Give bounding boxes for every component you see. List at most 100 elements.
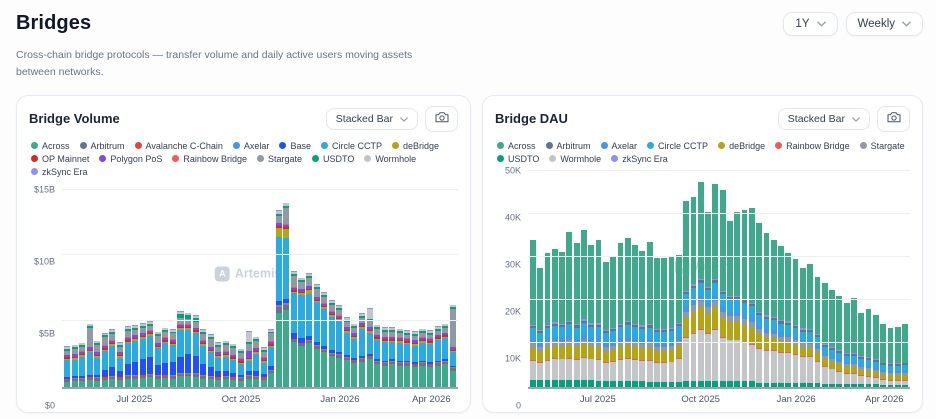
legend-item[interactable]: deBridge (718, 141, 765, 151)
chart-bar[interactable] (566, 169, 573, 387)
chart-bar[interactable] (872, 169, 879, 387)
chart-bar[interactable] (807, 169, 814, 387)
chart-bar[interactable] (237, 182, 244, 387)
legend-item[interactable]: Arbitrum (79, 141, 125, 151)
chart-bar[interactable] (851, 169, 857, 387)
chart-type-dropdown[interactable]: Stacked Bar (777, 107, 870, 130)
chart-bar[interactable] (169, 182, 176, 387)
chart-bar[interactable] (770, 169, 777, 387)
chart-bar[interactable] (101, 182, 108, 387)
chart-bar[interactable] (734, 169, 741, 387)
chart-bar[interactable] (814, 169, 821, 387)
chart-bar[interactable] (902, 169, 908, 387)
chart-bar[interactable] (139, 182, 146, 387)
bars[interactable] (528, 169, 910, 387)
chart-bar[interactable] (763, 169, 770, 387)
screenshot-button[interactable] (877, 105, 910, 132)
chart-bar[interactable] (661, 169, 668, 387)
chart-bar[interactable] (374, 182, 381, 387)
legend-item[interactable]: Axelar (600, 141, 637, 151)
chart-bar[interactable] (748, 169, 755, 387)
chart-bar[interactable] (778, 169, 784, 387)
chart-bar[interactable] (321, 182, 328, 387)
chart-bar[interactable] (404, 182, 411, 387)
chart-bar[interactable] (573, 169, 580, 387)
chart-bar[interactable] (222, 182, 229, 387)
legend-item[interactable]: Across (31, 141, 70, 151)
chart-bar[interactable] (792, 169, 799, 387)
chart-bar[interactable] (697, 169, 704, 387)
bars[interactable] (62, 182, 458, 387)
chart-bar[interactable] (336, 182, 343, 387)
chart-bar[interactable] (215, 182, 222, 387)
chart-bar[interactable] (617, 169, 624, 387)
chart-bar[interactable] (200, 182, 207, 387)
chart-bar[interactable] (610, 169, 617, 387)
chart-bar[interactable] (260, 182, 267, 387)
legend-item[interactable]: Wormhole (549, 154, 601, 164)
legend-item[interactable]: Avalanche C-Chain (134, 141, 223, 151)
legend-item[interactable]: USDTO (497, 154, 539, 164)
screenshot-button[interactable] (425, 105, 458, 132)
chart-bar[interactable] (675, 169, 682, 387)
chart-bar[interactable] (843, 169, 850, 387)
chart-bar[interactable] (559, 169, 565, 387)
chart-bar[interactable] (821, 169, 828, 387)
chart-bar[interactable] (283, 182, 290, 387)
chart-bar[interactable] (719, 169, 726, 387)
legend-item[interactable]: Stargate (256, 154, 302, 164)
chart-bar[interactable] (632, 169, 638, 387)
chart-bar[interactable] (727, 169, 733, 387)
legend-item[interactable]: zkSync Era (31, 167, 88, 177)
legend-item[interactable]: Stargate (859, 141, 905, 151)
legend-item[interactable]: Base (279, 141, 311, 151)
chart-bar[interactable] (785, 169, 792, 387)
chart-bar[interactable] (829, 169, 835, 387)
chart-bar[interactable] (654, 169, 660, 387)
chart-bar[interactable] (245, 182, 252, 387)
chart-bar[interactable] (712, 169, 719, 387)
chart-bar[interactable] (588, 169, 595, 387)
chart-bar[interactable] (185, 182, 192, 387)
chart-bar[interactable] (690, 169, 697, 387)
chart-bar[interactable] (705, 169, 711, 387)
interval-dropdown[interactable]: Weekly (845, 12, 923, 36)
chart-bar[interactable] (756, 169, 762, 387)
legend-item[interactable]: Polygon PoS (99, 154, 162, 164)
chart-bar[interactable] (86, 182, 93, 387)
legend-item[interactable]: Circle CCTP (647, 141, 708, 151)
legend-item[interactable]: USDTO (312, 154, 354, 164)
chart-bar[interactable] (64, 182, 71, 387)
chart-bar[interactable] (298, 182, 305, 387)
chart-type-dropdown[interactable]: Stacked Bar (325, 107, 418, 130)
legend-item[interactable]: Wormhole (364, 154, 416, 164)
chart-bar[interactable] (434, 182, 441, 387)
chart-bar[interactable] (887, 169, 894, 387)
chart-bar[interactable] (366, 182, 373, 387)
chart-bar[interactable] (79, 182, 86, 387)
chart-bar[interactable] (639, 169, 646, 387)
chart-bar[interactable] (154, 182, 161, 387)
chart-bar[interactable] (602, 169, 609, 387)
chart-bar[interactable] (646, 169, 653, 387)
chart-bar[interactable] (449, 182, 456, 387)
chart-bar[interactable] (132, 182, 139, 387)
legend-item[interactable]: Axelar (232, 141, 269, 151)
legend-item[interactable]: Across (497, 141, 536, 151)
chart-bar[interactable] (124, 182, 131, 387)
chart-bar[interactable] (192, 182, 199, 387)
chart-bar[interactable] (530, 169, 536, 387)
chart-bar[interactable] (381, 182, 388, 387)
legend-item[interactable]: OP Mainnet (31, 154, 89, 164)
chart-bar[interactable] (313, 182, 320, 387)
chart-bar[interactable] (427, 182, 434, 387)
chart-bar[interactable] (253, 182, 260, 387)
chart-bar[interactable] (411, 182, 418, 387)
chart-bar[interactable] (177, 182, 184, 387)
chart-bar[interactable] (880, 169, 887, 387)
chart-bar[interactable] (419, 182, 426, 387)
legend-item[interactable]: Rainbow Bridge (775, 141, 850, 151)
chart-bar[interactable] (595, 169, 602, 387)
chart-bar[interactable] (306, 182, 313, 387)
chart-bar[interactable] (668, 169, 675, 387)
